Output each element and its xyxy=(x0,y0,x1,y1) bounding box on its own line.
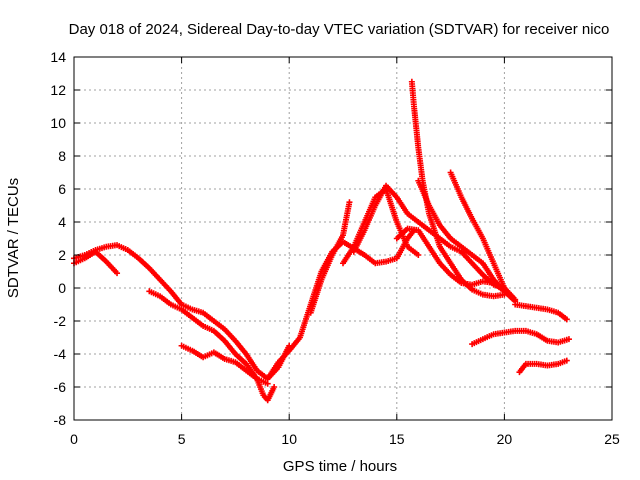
y-tick-label: 6 xyxy=(58,181,66,197)
series-trace-f xyxy=(307,199,353,316)
series-trace-k xyxy=(415,177,508,295)
data-point xyxy=(563,316,570,323)
y-tick-label: 10 xyxy=(50,115,66,131)
data-point xyxy=(346,199,353,206)
y-tick-label: -6 xyxy=(54,379,67,395)
series-trace-l xyxy=(447,169,519,303)
y-tick-label: 14 xyxy=(50,49,66,65)
chart-title: Day 018 of 2024, Sidereal Day-to-day VTE… xyxy=(69,21,610,38)
data-point xyxy=(271,384,278,390)
data-point xyxy=(565,336,572,343)
data-points xyxy=(71,78,572,404)
series-trace-c xyxy=(146,288,278,404)
x-tick-label: 25 xyxy=(604,431,620,447)
x-axis-label: GPS time / hours xyxy=(283,458,397,475)
x-tick-label: 10 xyxy=(281,431,297,447)
y-tick-label: -2 xyxy=(54,313,67,329)
x-tick-label: 5 xyxy=(178,431,186,447)
series-trace-b xyxy=(71,248,121,277)
x-tick-label: 20 xyxy=(497,431,513,447)
y-tick-label: 0 xyxy=(58,280,66,296)
y-tick-label: -4 xyxy=(54,346,67,362)
y-tick-label: -8 xyxy=(54,412,67,428)
plot-area-frame xyxy=(73,56,613,421)
data-point xyxy=(114,270,121,277)
x-tick-label: 0 xyxy=(70,431,78,447)
y-tick-label: 4 xyxy=(58,214,66,230)
series-trace-m xyxy=(512,301,570,323)
data-point xyxy=(415,252,422,258)
series-trace-e xyxy=(264,227,418,382)
data-point xyxy=(563,357,570,364)
axis-ticks: 0 5 10 15 20 25 -8 -6 -4 -2 0 2 4 6 8 10 12 14 xyxy=(50,49,620,447)
series-trace-j xyxy=(408,78,508,300)
series-trace-n xyxy=(469,327,572,348)
series-trace-o xyxy=(516,357,570,376)
y-tick-label: 2 xyxy=(58,247,66,263)
x-tick-label: 15 xyxy=(389,431,405,447)
y-axis-label: SDTVAR / TECUs xyxy=(5,178,22,298)
y-tick-label: 12 xyxy=(50,82,66,98)
series-trace-d xyxy=(178,342,271,387)
y-tick-label: 8 xyxy=(58,148,66,164)
